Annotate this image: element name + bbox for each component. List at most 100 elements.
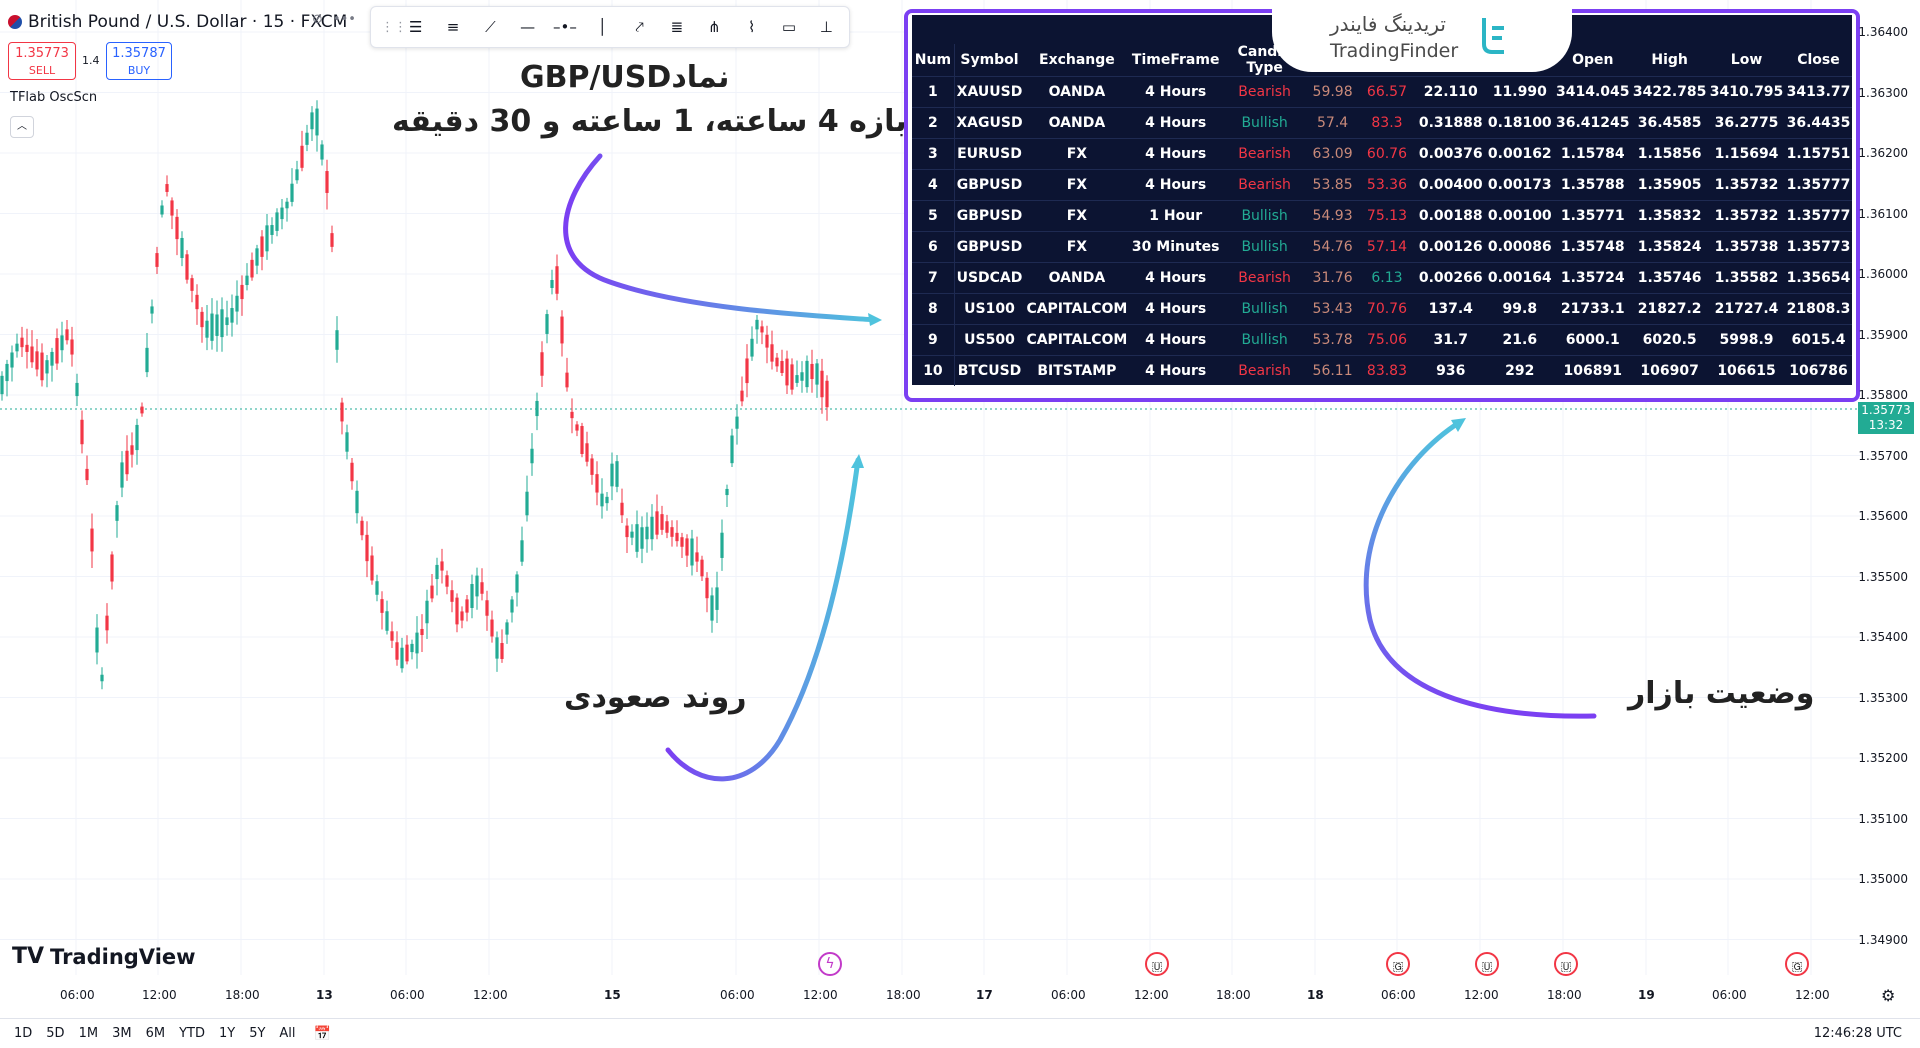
table-cell-symbol: GBPUSD: [954, 200, 1025, 232]
range-button[interactable]: 3M: [112, 1026, 132, 1041]
price-tick: 1.35100: [1858, 811, 1908, 826]
time-tick: 06:00: [1712, 988, 1747, 1002]
fib-icon[interactable]: ≣: [670, 18, 684, 36]
grip-icon[interactable]: ⋮⋮: [381, 19, 407, 35]
eye-off-icon[interactable]: ⊘: [312, 12, 323, 27]
candle-body: [115, 505, 119, 521]
candle-body: [660, 514, 664, 530]
candle-body: [580, 426, 584, 454]
indicator-name[interactable]: TFlab OscScn: [10, 90, 98, 105]
candle-body: [110, 554, 114, 582]
channel-icon[interactable]: ≡: [446, 18, 460, 36]
table-cell-tr: 99.8: [1485, 293, 1555, 325]
table-row: 1 XAUUSD OANDA 4 Hours Bearish 59.98 66.57 22.1…: [912, 76, 1852, 108]
candle-body: [120, 462, 124, 488]
candle-body: [510, 599, 514, 613]
candle-body: [455, 597, 459, 625]
horizontal-lines-icon[interactable]: ☰: [408, 18, 423, 36]
candle-body: [520, 540, 524, 562]
buy-button[interactable]: 1.35787 BUY: [106, 42, 172, 80]
table-header-cell: TimeFrame: [1131, 52, 1220, 68]
time-tick: 06:00: [1381, 988, 1416, 1002]
candle-body: [140, 406, 144, 414]
candle-body: [815, 363, 819, 385]
table-cell-num: 8: [912, 293, 955, 325]
candle-body: [495, 637, 499, 659]
uk-event-flag-icon[interactable]: 🇬: [1386, 952, 1410, 976]
table-cell-exchange: FX: [1024, 231, 1130, 263]
range-button[interactable]: 1Y: [218, 1026, 236, 1041]
candle-body: [605, 496, 609, 504]
table-cell-tr: 0.00173: [1485, 169, 1555, 201]
candle-body: [465, 599, 469, 613]
table-cell-low: 1.35738: [1708, 231, 1785, 263]
range-button[interactable]: All: [279, 1026, 296, 1041]
polyline-icon[interactable]: ⌇: [747, 18, 756, 36]
table-cell-exchange: OANDA: [1024, 76, 1130, 108]
axis-settings-icon[interactable]: ⚙: [1881, 986, 1896, 1005]
us-event-flag-icon-2[interactable]: 🇺: [1475, 952, 1499, 976]
table-cell-low: 1.35732: [1708, 200, 1785, 232]
us-event-flag-icon[interactable]: 🇺: [1145, 952, 1169, 976]
table-cell-close: 1.35777: [1784, 169, 1852, 201]
candle-body: [775, 357, 779, 367]
candle-body: [575, 424, 579, 431]
table-cell-atr: 0.00126: [1416, 231, 1486, 263]
long-position-icon[interactable]: ⊥: [819, 18, 833, 36]
table-cell-atr: 936: [1416, 355, 1486, 386]
candle-body: [635, 524, 639, 552]
symbol-tools[interactable]: ⊘ •••: [312, 12, 356, 27]
brand-overlay: [1272, 0, 1572, 72]
sell-button[interactable]: 1.35773 SELL: [8, 42, 76, 80]
candle-body: [675, 532, 679, 542]
candle-body: [595, 474, 599, 493]
candle-body: [705, 577, 709, 599]
utc-clock[interactable]: 12:46:28 UTC: [1813, 1026, 1902, 1041]
horizontal-ray-icon[interactable]: —: [520, 18, 536, 36]
table-cell-mfi: 70.76: [1357, 293, 1417, 325]
table-cell-candle: Bullish: [1221, 231, 1308, 263]
tradingview-logo[interactable]: 𝗧𝗩 TradingView: [12, 944, 196, 969]
table-cell-candle: Bearish: [1221, 169, 1308, 201]
price-chart[interactable]: [0, 0, 1860, 975]
uk-event-flag-icon-2[interactable]: 🇬: [1785, 952, 1809, 976]
rectangle-icon[interactable]: ▭: [781, 18, 797, 36]
table-cell-tr: 0.00162: [1485, 138, 1555, 170]
range-button[interactable]: 1M: [78, 1026, 99, 1041]
collapse-indicators-button[interactable]: ︿: [10, 116, 34, 138]
candle-body: [0, 375, 4, 395]
candle-body: [825, 380, 829, 408]
horizontal-segment-icon[interactable]: –•–: [553, 18, 577, 36]
table-cell-high: 1.35746: [1631, 262, 1709, 294]
more-icon[interactable]: •••: [332, 12, 356, 27]
candle-body: [360, 520, 364, 536]
symbol-title[interactable]: British Pound / U.S. Dollar · 15 · FXCM: [8, 12, 347, 32]
range-button[interactable]: 1D: [14, 1026, 33, 1041]
table-cell-tr: 0.18100: [1485, 107, 1555, 139]
table-cell-num: 3: [912, 138, 955, 170]
range-button[interactable]: 6M: [145, 1026, 166, 1041]
gbp-flag-icon: [8, 15, 22, 29]
price-tick: 1.35300: [1858, 690, 1908, 705]
table-cell-candle: Bullish: [1221, 200, 1308, 232]
range-button[interactable]: 5D: [46, 1026, 65, 1041]
table-cell-rsi: 59.98: [1307, 76, 1358, 108]
candle-body: [420, 628, 424, 636]
candle-body: [25, 344, 29, 352]
candle-body: [20, 337, 24, 348]
vertical-line-icon[interactable]: │: [597, 18, 607, 36]
us-event-flag-icon-3[interactable]: 🇺: [1554, 952, 1578, 976]
lightning-event-icon[interactable]: ϟ: [818, 952, 842, 976]
candle-body: [750, 338, 754, 357]
path-icon[interactable]: ⤤: [635, 18, 644, 36]
table-cell-mfi: 75.06: [1357, 324, 1417, 356]
price-axis[interactable]: 1.36400 1.36300 1.36200 1.36100 1.36000 1.359…: [1858, 0, 1920, 990]
table-cell-rsi: 56.11: [1307, 355, 1358, 386]
pitchfork-icon[interactable]: ⋔: [708, 18, 721, 36]
go-to-date-icon[interactable]: 📅: [313, 1025, 331, 1042]
range-button[interactable]: 5Y: [249, 1026, 266, 1041]
trend-line-icon[interactable]: ⟋: [485, 18, 496, 36]
range-button[interactable]: YTD: [179, 1026, 205, 1041]
candle-body: [445, 575, 449, 587]
